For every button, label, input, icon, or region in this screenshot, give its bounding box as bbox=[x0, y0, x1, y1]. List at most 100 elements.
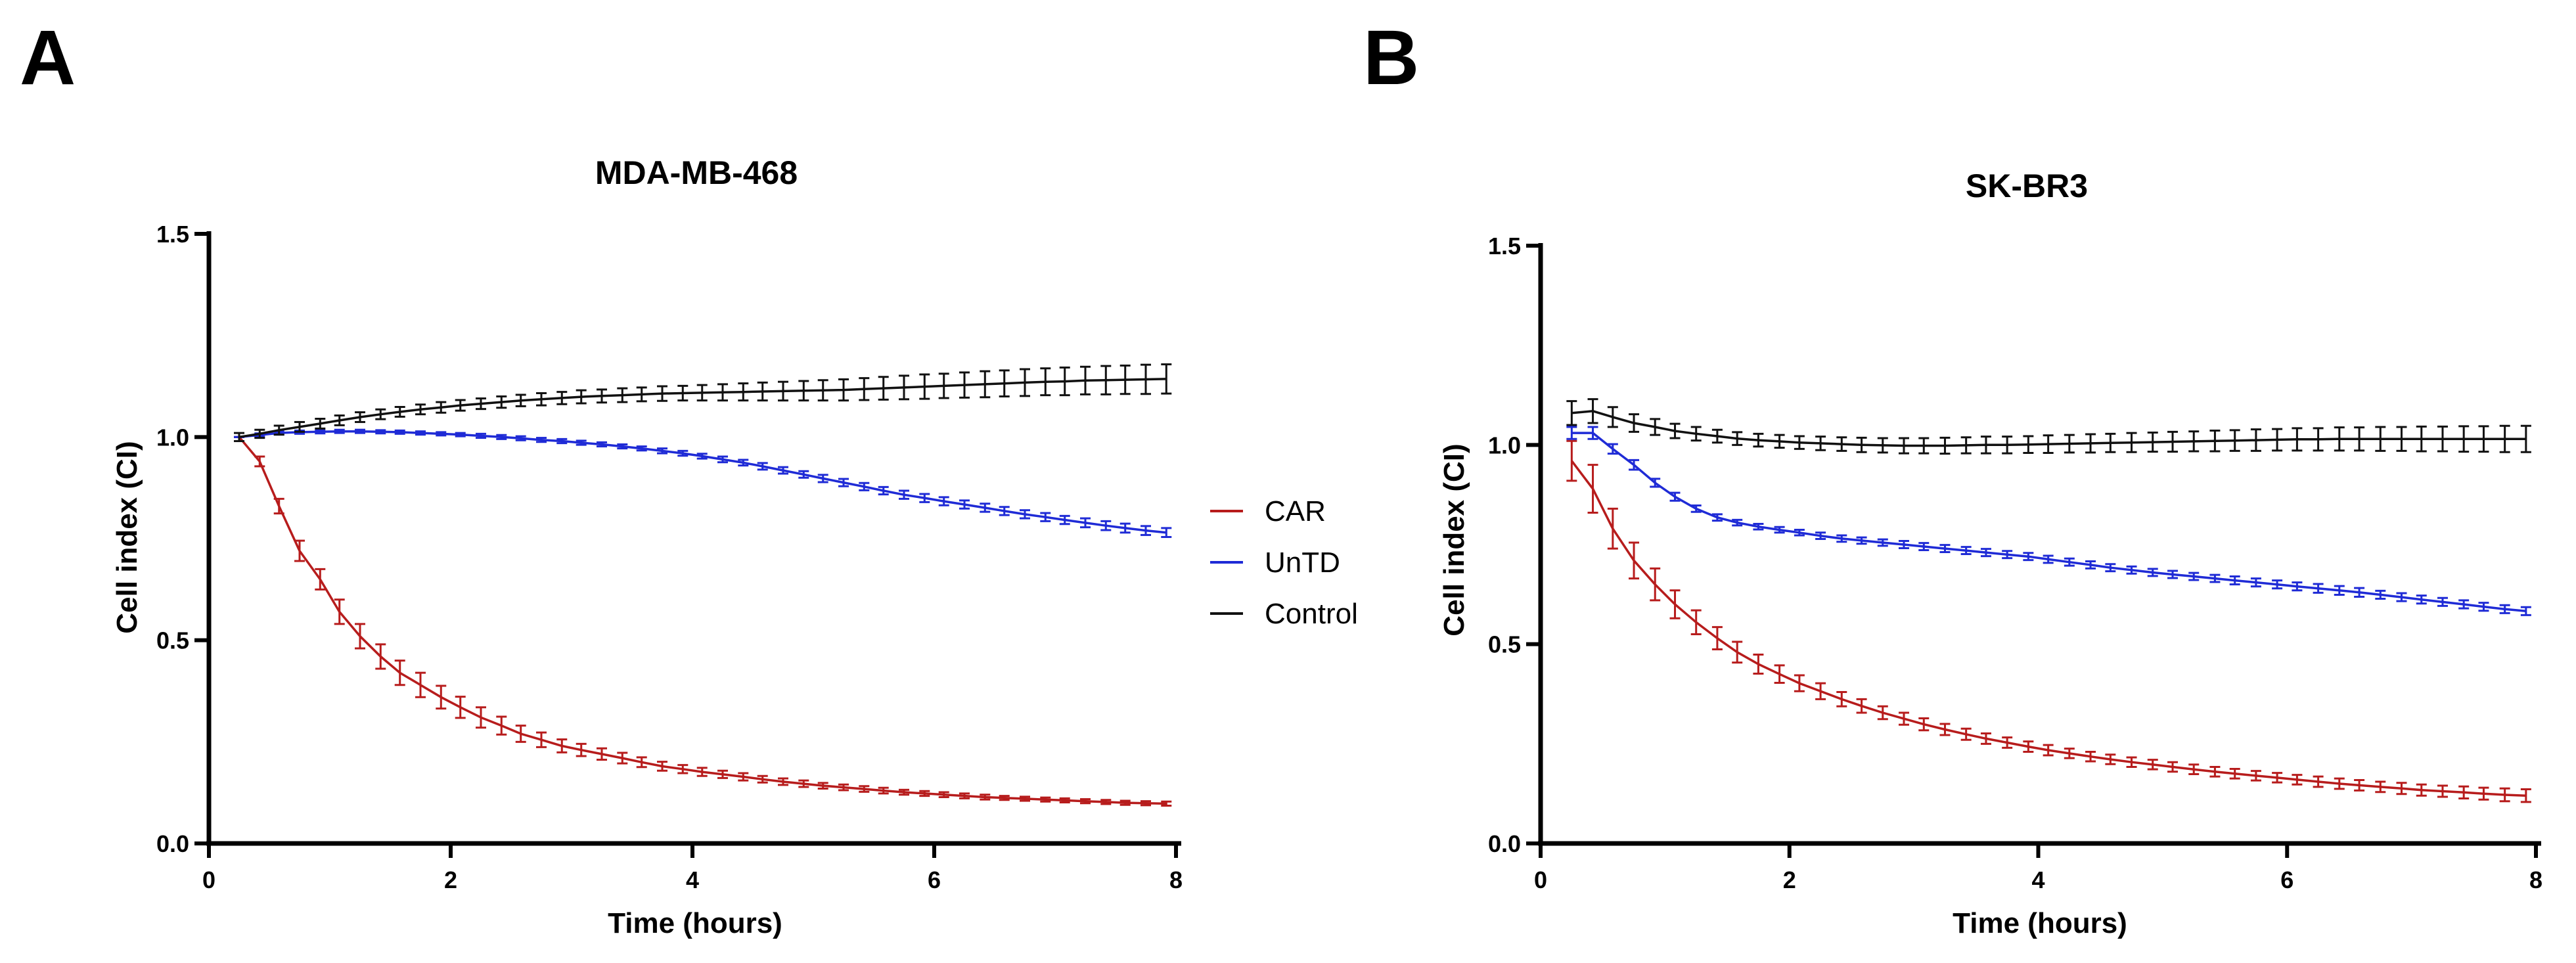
error-bar-control bbox=[2458, 425, 2470, 453]
error-bar-control bbox=[657, 385, 667, 402]
error-bar-control bbox=[2396, 426, 2407, 452]
error-bar-car bbox=[2105, 753, 2116, 765]
error-bar-car bbox=[2458, 785, 2470, 799]
error-bar-control bbox=[496, 395, 507, 409]
error-bar-untd bbox=[2064, 557, 2075, 567]
error-bar-untd bbox=[817, 474, 828, 483]
legend-item-untd: UnTD bbox=[1210, 547, 1340, 579]
error-bar-car bbox=[1836, 690, 1847, 707]
error-bar-untd bbox=[2147, 568, 2158, 577]
error-bar-car bbox=[496, 715, 507, 736]
error-bar-control bbox=[556, 391, 568, 405]
error-bar-untd bbox=[2002, 550, 2013, 560]
error-bar-untd bbox=[1040, 512, 1051, 522]
error-bar-untd bbox=[1161, 527, 1172, 539]
error-bar-control bbox=[2188, 430, 2200, 453]
x-tick-label: 6 bbox=[2280, 866, 2294, 893]
x-tick-label: 2 bbox=[444, 866, 457, 893]
error-bar-untd bbox=[415, 430, 426, 436]
error-bar-untd bbox=[1100, 520, 1112, 531]
x-axis-label-a: Time (hours) bbox=[608, 907, 782, 939]
error-bar-untd bbox=[315, 429, 326, 435]
series-control-a bbox=[234, 363, 1172, 443]
error-bar-untd bbox=[556, 437, 568, 445]
error-bar-car bbox=[2126, 756, 2137, 769]
error-bar-car bbox=[899, 788, 909, 796]
error-bar-car bbox=[375, 643, 386, 670]
error-bar-car bbox=[1732, 640, 1743, 664]
error-bar-car bbox=[817, 782, 828, 790]
error-bar-car bbox=[1815, 682, 1826, 700]
error-bar-control bbox=[1100, 365, 1112, 395]
error-bar-control bbox=[2478, 425, 2489, 453]
error-bar-untd bbox=[859, 482, 870, 491]
error-bar-car bbox=[2043, 744, 2054, 757]
error-bar-control bbox=[536, 392, 547, 407]
error-bar-untd bbox=[375, 429, 386, 435]
error-bar-untd bbox=[1080, 517, 1091, 529]
error-bar-car bbox=[859, 785, 870, 793]
error-bar-car bbox=[294, 539, 305, 562]
error-bar-untd bbox=[717, 455, 728, 464]
error-bar-untd bbox=[1690, 504, 1702, 513]
error-bar-control bbox=[1939, 436, 1951, 455]
error-bar-control bbox=[778, 380, 788, 402]
error-bar-car bbox=[2147, 759, 2158, 771]
error-bar-untd bbox=[778, 466, 788, 475]
error-bar-car bbox=[2188, 763, 2200, 775]
error-bar-car bbox=[1650, 567, 1661, 602]
error-bar-control bbox=[1690, 426, 1702, 442]
error-bar-car bbox=[1040, 796, 1051, 803]
error-bar-control bbox=[476, 397, 486, 411]
error-bar-untd bbox=[355, 428, 365, 434]
error-bar-car bbox=[1877, 705, 1888, 721]
error-bar-control bbox=[899, 374, 909, 401]
error-bar-control bbox=[2043, 434, 2054, 454]
error-bar-car bbox=[355, 623, 365, 650]
error-bar-untd bbox=[677, 449, 689, 457]
error-bar-control bbox=[2375, 426, 2386, 452]
error-bar-untd bbox=[738, 459, 749, 467]
error-bar-control bbox=[2313, 427, 2324, 452]
error-bar-untd bbox=[476, 432, 486, 439]
error-bar-car bbox=[2250, 770, 2261, 782]
panel-letter-a: A bbox=[20, 14, 76, 101]
error-bar-untd bbox=[334, 428, 345, 434]
error-bar-control bbox=[878, 376, 889, 401]
series-car-a bbox=[234, 436, 1172, 807]
error-bar-untd bbox=[938, 496, 949, 506]
error-bar-control bbox=[1161, 363, 1172, 395]
error-bar-control bbox=[436, 401, 447, 414]
error-bar-car bbox=[436, 684, 447, 710]
error-bar-control bbox=[738, 382, 749, 402]
error-bar-untd bbox=[2416, 594, 2427, 605]
error-bar-untd bbox=[2229, 575, 2240, 586]
error-bar-car bbox=[2292, 774, 2303, 786]
error-bar-untd bbox=[696, 453, 708, 460]
error-bar-car bbox=[515, 725, 526, 743]
error-bar-car bbox=[2478, 786, 2489, 801]
error-bar-untd bbox=[636, 445, 647, 452]
error-bar-car bbox=[2416, 783, 2427, 797]
error-bar-control bbox=[1020, 368, 1030, 397]
error-bar-untd bbox=[455, 432, 466, 437]
error-bar-control bbox=[415, 403, 426, 416]
error-bar-control bbox=[959, 371, 970, 399]
error-bar-car bbox=[1980, 732, 1991, 745]
error-bar-untd bbox=[1650, 478, 1661, 488]
series-control-b bbox=[1566, 398, 2531, 455]
error-bar-car bbox=[1020, 795, 1030, 802]
error-bar-control bbox=[2416, 425, 2427, 453]
error-bar-car bbox=[938, 791, 949, 798]
error-bar-untd bbox=[617, 443, 628, 450]
error-bar-untd bbox=[1141, 525, 1151, 536]
error-bar-control bbox=[334, 414, 345, 426]
error-bar-control bbox=[1960, 436, 1972, 455]
error-bar-car bbox=[2437, 784, 2448, 798]
legend-label: CAR bbox=[1265, 495, 1326, 527]
error-bar-control bbox=[2354, 426, 2365, 452]
error-bar-untd bbox=[798, 470, 809, 479]
error-bar-control bbox=[696, 384, 708, 402]
error-bar-untd bbox=[899, 489, 909, 500]
x-tick-label: 8 bbox=[1169, 866, 1183, 893]
